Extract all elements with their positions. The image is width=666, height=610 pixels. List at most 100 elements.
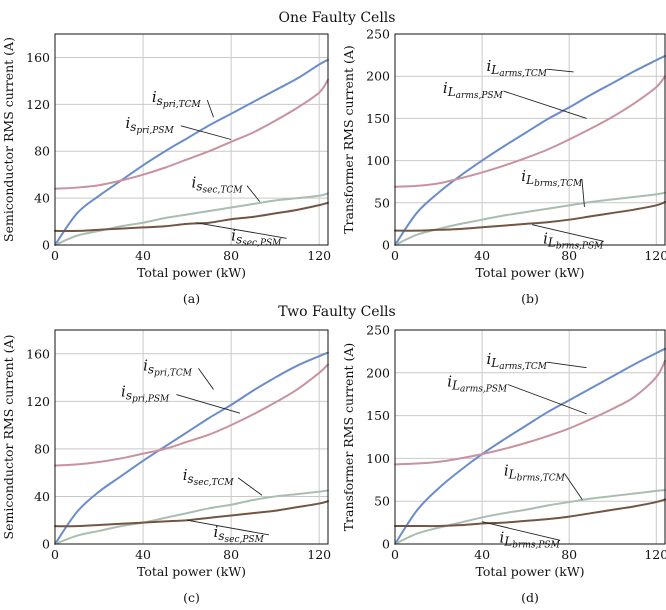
chart-panel-d: 0 40 80 120 0 50 100 150 200 250 iLarms,TCMiLarms,… [341, 323, 666, 605]
x-tick-label: 0 [391, 248, 399, 263]
annotation-leader [198, 368, 214, 390]
x-tick-label: 80 [561, 248, 577, 263]
panel-label: (a) [183, 291, 200, 306]
series-line [394, 54, 666, 246]
y-tick-label: 120 [26, 97, 50, 112]
annotation-leader [237, 477, 263, 496]
series-line [54, 192, 329, 246]
annotation-leader [547, 68, 574, 73]
x-tick-label: 120 [307, 547, 331, 562]
annotation-leader [503, 90, 587, 119]
series-line [394, 498, 666, 528]
y-axis-label: Transformer RMS current (A) [341, 45, 356, 234]
x-tick-label: 0 [51, 248, 59, 263]
series-line [394, 200, 666, 232]
series-annotation: ispri,TCM [152, 88, 202, 110]
x-tick-label: 0 [51, 547, 59, 562]
series-line [54, 58, 329, 246]
series-line [54, 500, 329, 528]
x-axis-label: Total power (kW) [137, 564, 246, 579]
x-tick-label: 120 [644, 248, 666, 263]
x-axis-label: Total power (kW) [137, 265, 246, 280]
y-tick-label: 160 [26, 346, 50, 361]
annotation-leader [564, 473, 583, 500]
panel-label: (b) [521, 291, 539, 306]
panel-label: (d) [521, 590, 539, 605]
series-line [54, 78, 329, 190]
annotation-leader [206, 99, 214, 118]
series-annotation: issec,PSM [214, 523, 265, 545]
y-tick-label: 0 [42, 238, 50, 253]
x-axis-label: Total power (kW) [475, 564, 584, 579]
series-annotation: issec,PSM [231, 226, 282, 248]
series-line [54, 201, 329, 233]
series-annotation: iLbrms,TCM [504, 462, 566, 484]
series-annotation: issec,TCM [192, 174, 244, 196]
y-tick-label: 50 [374, 195, 390, 210]
annotation-leader [532, 224, 604, 242]
chart-panel-b: 0 40 80 120 0 50 100 150 200 250 iLarms,TCMiLarms,… [341, 27, 666, 306]
series-annotation: ispri,PSM [121, 383, 170, 405]
series-line [394, 359, 666, 466]
y-tick-label: 0 [382, 238, 390, 253]
series-line [394, 347, 666, 545]
y-tick-label: 250 [366, 323, 390, 338]
series-annotation: iLarms,TCM [486, 350, 547, 372]
annotation-leader [581, 178, 585, 208]
series-annotation: iLarms,TCM [486, 57, 547, 79]
series-annotation: iLbrms,PSM [543, 229, 604, 251]
series-line [54, 351, 329, 545]
x-tick-label: 40 [474, 248, 490, 263]
y-tick-label: 0 [382, 537, 390, 552]
annotation-leader [507, 384, 587, 415]
x-tick-label: 120 [307, 248, 331, 263]
series-annotation: iLbrms,TCM [521, 167, 583, 189]
plot-frame [394, 33, 666, 246]
y-tick-label: 100 [366, 451, 390, 466]
y-tick-label: 200 [366, 365, 390, 380]
series-annotation: iLarms,PSM [443, 79, 504, 101]
annotation-leader [481, 521, 561, 541]
series-annotation: iLarms,PSM [447, 372, 508, 394]
y-tick-label: 250 [366, 27, 390, 42]
series-annotation: ispri,TCM [143, 356, 193, 378]
panel-label: (c) [183, 590, 200, 605]
x-tick-label: 40 [474, 547, 490, 562]
annotation-leader [187, 519, 269, 536]
annotation-leader [546, 361, 587, 369]
series-line [394, 75, 666, 188]
series-annotation: issec,TCM [183, 466, 235, 488]
y-tick-label: 150 [366, 408, 390, 423]
series-annotation: ispri,PSM [125, 114, 174, 136]
y-tick-label: 80 [34, 144, 50, 159]
series-line [54, 363, 329, 467]
series-annotation: iLbrms,PSM [500, 528, 561, 550]
y-tick-label: 150 [366, 111, 390, 126]
x-tick-label: 0 [391, 547, 399, 562]
y-tick-label: 40 [34, 489, 50, 504]
x-tick-label: 40 [135, 248, 151, 263]
y-axis-label: Semiconductor RMS current (A) [1, 335, 16, 540]
y-tick-label: 100 [366, 153, 390, 168]
series-line [54, 489, 329, 545]
y-tick-label: 160 [26, 50, 50, 65]
x-tick-label: 80 [561, 547, 577, 562]
x-axis-label: Total power (kW) [475, 265, 584, 280]
annotation-leader [176, 394, 241, 414]
x-tick-label: 80 [223, 547, 239, 562]
annotation-leader [195, 222, 287, 239]
chart-panel-c: 0 40 80 120 0 40 80 120 160 ispri,TCM ispri,PSM iss… [1, 329, 331, 605]
y-tick-label: 120 [26, 394, 50, 409]
plot-frame [394, 329, 666, 545]
y-tick-label: 200 [366, 69, 390, 84]
series-line [394, 191, 666, 246]
y-tick-label: 80 [34, 441, 50, 456]
chart-panel-a: 0 40 80 120 0 40 80 120 160 ispri,TCM ispri,PSM iss… [1, 33, 331, 306]
y-axis-label: Transformer RMS current (A) [341, 343, 356, 532]
annotation-leader [246, 185, 261, 202]
series-line [394, 489, 666, 545]
x-tick-label: 120 [644, 547, 666, 562]
y-tick-label: 40 [34, 191, 50, 206]
figure-title-bottom: Two Faulty Cells [278, 304, 395, 320]
x-tick-label: 80 [223, 248, 239, 263]
